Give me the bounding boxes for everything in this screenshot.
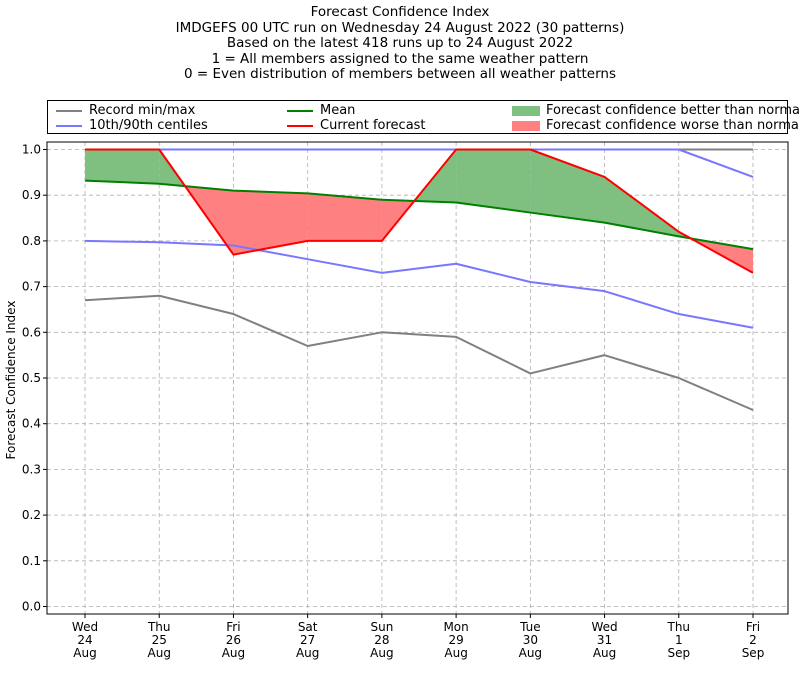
x-tick-label-line: Mon [443, 620, 468, 634]
legend-item-centiles: 10th/90th centiles [56, 118, 208, 133]
x-tick-label: Fri 2 Sep [742, 620, 765, 660]
legend-label-record: Record min/max [89, 103, 196, 118]
series-line-10th-centile [84, 239, 754, 329]
series-line-mean [84, 179, 754, 251]
series-line-90th-centile [85, 148, 754, 178]
legend-item-mean: Mean [287, 103, 355, 118]
y-tick-label: 0.8 [22, 234, 41, 248]
x-tick-label: Wed 24 Aug [72, 620, 98, 660]
y-tick-label: 0.1 [22, 554, 41, 568]
x-tick-label-line: 31 [597, 633, 612, 647]
x-tick-label: Wed 31 Aug [591, 620, 617, 660]
y-tick-label: 0.9 [22, 188, 41, 202]
x-tick-label-line: Sun [370, 620, 393, 634]
legend-item-record: Record min/max [56, 103, 195, 118]
y-tick-label: 0.6 [22, 325, 41, 339]
legend-label-worse: Forecast confidence worse than normal [546, 118, 800, 133]
series-line-current-forecast [85, 148, 754, 274]
x-tick-label-line: 24 [77, 633, 92, 647]
x-tick-label-line: Aug [73, 646, 96, 660]
x-tick-label-line: Aug [296, 646, 319, 660]
chart-title: Forecast Confidence Index [310, 4, 490, 20]
x-tick-label-line: Sat [298, 620, 318, 634]
x-tick-label-line: Fri [746, 620, 760, 634]
fill-worse-region [307, 193, 382, 241]
x-tick-label-line: 27 [300, 633, 315, 647]
x-tick-label-line: Sep [742, 646, 765, 660]
x-tick-label-line: 1 [675, 633, 683, 647]
x-tick-label-line: 2 [749, 633, 757, 647]
x-tick-label-line: 25 [152, 633, 167, 647]
chart-legend: Record min/max 10th/90th centiles Mean C… [47, 100, 800, 134]
x-tick-label-line: Aug [370, 646, 393, 660]
y-tick-label: 0.5 [22, 371, 41, 385]
x-tick-label: Fri 26 Aug [222, 620, 245, 660]
x-tick-label-line: 29 [448, 633, 463, 647]
x-tick-label: Sat 27 Aug [296, 620, 319, 660]
x-tick-label-line: Thu [667, 620, 691, 634]
y-tick-label: 0.3 [22, 462, 41, 476]
x-tick-label-line: Tue [519, 620, 541, 634]
x-tick-label-line: Aug [222, 646, 245, 660]
x-tick-label: Sun 28 Aug [370, 620, 393, 660]
legend-swatch-mean [287, 109, 313, 112]
y-tick-label: 0.2 [22, 508, 41, 522]
x-tick-label-line: Aug [148, 646, 171, 660]
x-tick-label: Thu 1 Sep [667, 620, 691, 660]
legend-label-current: Current forecast [320, 118, 426, 133]
chart-subtitle-basis: Based on the latest 418 runs up to 24 Au… [226, 35, 574, 52]
legend-label-better: Forecast confidence better than normal [546, 103, 800, 118]
legend-swatch-centiles [56, 124, 82, 127]
fill-worse-region [233, 190, 308, 255]
x-tick-label-line: 26 [226, 633, 241, 647]
legend-swatch-worse [512, 120, 540, 131]
legend-swatch-better [512, 105, 540, 116]
x-tick-label: Mon 29 Aug [443, 620, 468, 660]
chart-subtitle-zero: 0 = Even distribution of members between… [183, 66, 617, 83]
y-tick-label: 1.0 [22, 143, 41, 157]
legend-item-current: Current forecast [287, 118, 426, 133]
y-tick-label: 0.0 [22, 600, 41, 614]
series-line-record-min [84, 294, 754, 411]
y-tick-label: 0.4 [22, 417, 41, 431]
x-tick-label-line: Aug [444, 646, 467, 660]
x-tick-label-line: Wed [591, 620, 617, 634]
x-tick-label-line: Aug [519, 646, 542, 660]
legend-item-better: Forecast confidence better than normal [512, 103, 800, 118]
x-tick-label-line: Aug [593, 646, 616, 660]
x-tick-label: Tue 30 Aug [519, 620, 542, 660]
x-tick-label-line: 28 [374, 633, 389, 647]
x-tick-label-line: Sep [667, 646, 690, 660]
legend-label-mean: Mean [320, 103, 356, 118]
chart-subtitle-one: 1 = All members assigned to the same wea… [211, 50, 589, 67]
chart-title-block: Forecast Confidence Index IMDGEFS 00 UTC… [0, 4, 800, 83]
y-tick-label: 0.7 [22, 280, 41, 294]
x-tick-label-line: 30 [523, 633, 538, 647]
x-tick-label-line: Wed [72, 620, 98, 634]
chart-subtitle-run: IMDGEFS 00 UTC run on Wednesday 24 Augus… [175, 19, 625, 36]
fill-better-region [85, 149, 160, 184]
legend-swatch-record [56, 109, 82, 112]
x-tick-label-line: Thu [147, 620, 171, 634]
legend-item-worse: Forecast confidence worse than normal [512, 118, 800, 133]
fill-better-region [456, 149, 531, 213]
x-tick-label-line: Fri [226, 620, 240, 634]
legend-label-centiles: 10th/90th centiles [89, 118, 208, 133]
legend-swatch-current [287, 124, 313, 127]
x-tick-label: Thu 25 Aug [147, 620, 171, 660]
fill-better-region [530, 149, 605, 223]
